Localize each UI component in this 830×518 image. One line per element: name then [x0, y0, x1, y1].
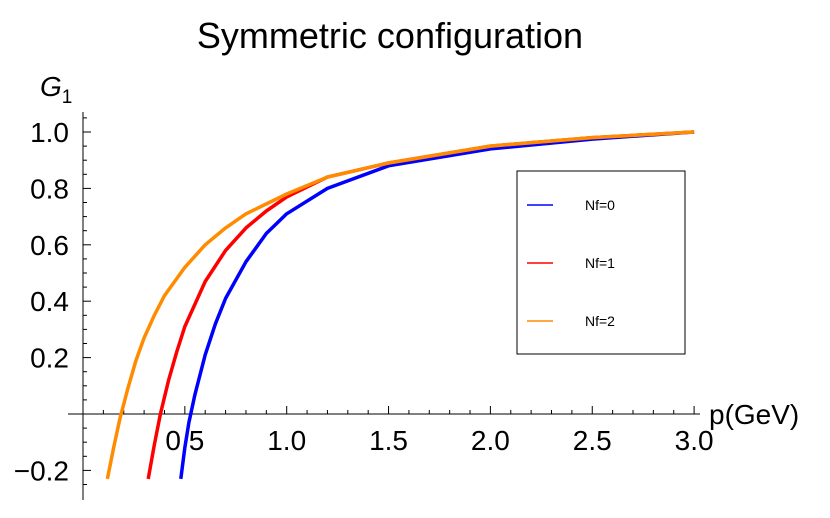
y-axis-title-subscript: 1	[62, 87, 73, 108]
y-axis-title-symbol: G	[40, 71, 62, 102]
x-tick-label: 1.0	[267, 425, 306, 456]
y-tick-label: 0.8	[30, 173, 69, 204]
y-tick-label: 0.2	[30, 343, 69, 374]
legend-label-nf2: Nf=2	[585, 313, 615, 329]
x-tick-label: 2.0	[471, 425, 510, 456]
chart-title: Symmetric configuration	[197, 15, 583, 56]
y-tick-label: 1.0	[30, 117, 69, 148]
series-line-nf0	[179, 130, 695, 480]
x-axis-title: p(GeV)	[709, 399, 799, 430]
x-tick-label: 3.0	[675, 425, 714, 456]
x-tick-label: 2.5	[573, 425, 612, 456]
legend-label-nf1: Nf=1	[585, 255, 615, 271]
series-line-nf2	[105, 130, 695, 480]
y-tick-label: −0.2	[14, 455, 69, 486]
y-axis-title: G1	[40, 71, 72, 108]
axes: 0.5 1.0 1.5 2.0 2.5 3.0−0.20.20.40.60.81.0	[14, 112, 714, 500]
y-tick-label: 0.6	[30, 230, 69, 261]
legend-label-nf0: Nf=0	[585, 197, 615, 213]
y-tick-label: 0.4	[30, 286, 69, 317]
legend: Nf=0 Nf=1 Nf=2	[516, 170, 686, 355]
x-tick-label: 1.5	[369, 425, 408, 456]
plot-area	[105, 130, 695, 480]
